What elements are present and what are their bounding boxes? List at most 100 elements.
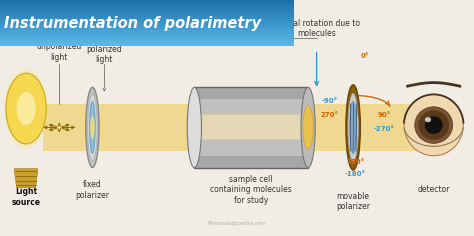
FancyBboxPatch shape bbox=[194, 114, 308, 115]
Text: unpolarized
light: unpolarized light bbox=[36, 42, 82, 62]
FancyBboxPatch shape bbox=[0, 3, 294, 4]
FancyBboxPatch shape bbox=[0, 23, 294, 24]
FancyBboxPatch shape bbox=[194, 145, 308, 148]
FancyBboxPatch shape bbox=[194, 164, 308, 166]
Text: -90°: -90° bbox=[321, 98, 337, 104]
Ellipse shape bbox=[425, 116, 443, 134]
FancyBboxPatch shape bbox=[0, 37, 294, 38]
FancyBboxPatch shape bbox=[194, 133, 308, 135]
FancyBboxPatch shape bbox=[0, 18, 294, 19]
FancyBboxPatch shape bbox=[0, 33, 294, 34]
FancyBboxPatch shape bbox=[194, 166, 308, 168]
Ellipse shape bbox=[419, 110, 449, 140]
FancyBboxPatch shape bbox=[0, 24, 294, 25]
Ellipse shape bbox=[86, 87, 99, 168]
FancyBboxPatch shape bbox=[0, 45, 294, 46]
FancyBboxPatch shape bbox=[0, 12, 294, 13]
Text: 90°: 90° bbox=[377, 112, 391, 118]
Ellipse shape bbox=[3, 68, 49, 149]
Text: -270°: -270° bbox=[374, 126, 394, 132]
FancyBboxPatch shape bbox=[187, 114, 315, 140]
Ellipse shape bbox=[90, 116, 95, 139]
Text: Light
source: Light source bbox=[11, 187, 41, 207]
FancyBboxPatch shape bbox=[194, 125, 308, 127]
FancyBboxPatch shape bbox=[0, 10, 294, 11]
Text: 270°: 270° bbox=[320, 112, 338, 118]
FancyBboxPatch shape bbox=[0, 38, 294, 39]
FancyBboxPatch shape bbox=[0, 19, 294, 20]
FancyBboxPatch shape bbox=[194, 117, 308, 119]
FancyBboxPatch shape bbox=[0, 44, 294, 45]
FancyBboxPatch shape bbox=[194, 119, 308, 121]
FancyBboxPatch shape bbox=[194, 143, 308, 145]
FancyBboxPatch shape bbox=[194, 95, 308, 97]
FancyBboxPatch shape bbox=[0, 27, 294, 28]
Text: detector: detector bbox=[418, 185, 450, 194]
FancyBboxPatch shape bbox=[0, 17, 294, 18]
FancyBboxPatch shape bbox=[0, 4, 294, 5]
FancyBboxPatch shape bbox=[0, 2, 294, 3]
FancyBboxPatch shape bbox=[194, 139, 308, 141]
FancyBboxPatch shape bbox=[194, 105, 308, 107]
FancyBboxPatch shape bbox=[0, 14, 294, 15]
Text: Instrumentation of polarimetry: Instrumentation of polarimetry bbox=[4, 16, 261, 30]
FancyBboxPatch shape bbox=[194, 127, 308, 129]
FancyBboxPatch shape bbox=[0, 8, 294, 9]
FancyBboxPatch shape bbox=[194, 141, 308, 143]
Ellipse shape bbox=[17, 92, 36, 125]
FancyBboxPatch shape bbox=[194, 107, 308, 109]
FancyBboxPatch shape bbox=[194, 135, 308, 137]
Text: Linearly
polarized
light: Linearly polarized light bbox=[86, 35, 122, 64]
FancyBboxPatch shape bbox=[194, 93, 308, 95]
Ellipse shape bbox=[350, 101, 356, 153]
FancyBboxPatch shape bbox=[194, 160, 308, 161]
FancyBboxPatch shape bbox=[194, 101, 308, 103]
FancyBboxPatch shape bbox=[0, 30, 294, 31]
FancyBboxPatch shape bbox=[0, 15, 294, 16]
Ellipse shape bbox=[6, 73, 46, 144]
FancyBboxPatch shape bbox=[194, 110, 308, 111]
FancyBboxPatch shape bbox=[43, 104, 441, 151]
FancyBboxPatch shape bbox=[0, 29, 294, 30]
Ellipse shape bbox=[303, 105, 313, 150]
Text: Optical rotation due to
molecules: Optical rotation due to molecules bbox=[273, 19, 360, 38]
FancyBboxPatch shape bbox=[0, 20, 294, 21]
FancyBboxPatch shape bbox=[194, 99, 308, 101]
FancyBboxPatch shape bbox=[194, 91, 308, 93]
FancyBboxPatch shape bbox=[0, 32, 294, 33]
Text: -180°: -180° bbox=[345, 171, 366, 177]
FancyBboxPatch shape bbox=[0, 11, 294, 12]
FancyBboxPatch shape bbox=[194, 148, 308, 150]
Ellipse shape bbox=[348, 93, 358, 162]
FancyBboxPatch shape bbox=[0, 16, 294, 17]
FancyBboxPatch shape bbox=[0, 7, 294, 8]
FancyBboxPatch shape bbox=[0, 6, 294, 7]
Ellipse shape bbox=[301, 87, 315, 168]
FancyBboxPatch shape bbox=[194, 123, 308, 126]
Text: Priyamstudycentre.com: Priyamstudycentre.com bbox=[208, 220, 266, 226]
Ellipse shape bbox=[415, 107, 453, 143]
FancyBboxPatch shape bbox=[0, 22, 294, 23]
FancyBboxPatch shape bbox=[0, 31, 294, 32]
FancyBboxPatch shape bbox=[0, 26, 294, 27]
FancyBboxPatch shape bbox=[0, 34, 294, 35]
FancyBboxPatch shape bbox=[194, 156, 308, 158]
FancyBboxPatch shape bbox=[194, 150, 308, 152]
FancyBboxPatch shape bbox=[194, 161, 308, 164]
FancyBboxPatch shape bbox=[194, 115, 308, 117]
FancyBboxPatch shape bbox=[0, 42, 294, 43]
FancyBboxPatch shape bbox=[0, 0, 294, 1]
FancyBboxPatch shape bbox=[194, 152, 308, 153]
FancyBboxPatch shape bbox=[194, 111, 308, 113]
Ellipse shape bbox=[88, 94, 97, 160]
FancyBboxPatch shape bbox=[194, 129, 308, 131]
FancyBboxPatch shape bbox=[0, 21, 294, 22]
FancyBboxPatch shape bbox=[0, 43, 294, 44]
FancyBboxPatch shape bbox=[194, 97, 308, 99]
FancyBboxPatch shape bbox=[194, 153, 308, 156]
Ellipse shape bbox=[425, 117, 431, 122]
FancyBboxPatch shape bbox=[0, 1, 294, 2]
Text: movable
polarizer: movable polarizer bbox=[336, 192, 370, 211]
FancyBboxPatch shape bbox=[0, 41, 294, 42]
Text: 0°: 0° bbox=[361, 53, 369, 59]
